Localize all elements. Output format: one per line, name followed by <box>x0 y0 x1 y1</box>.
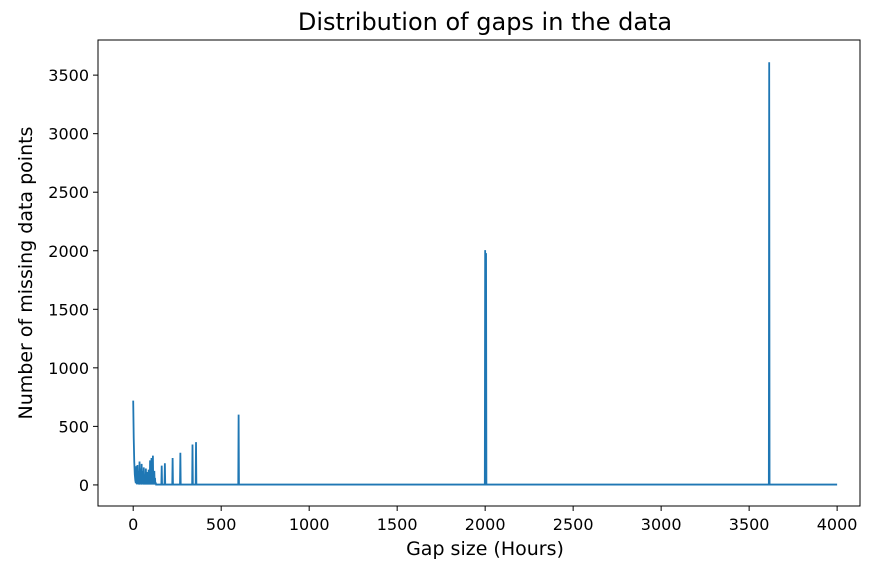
x-axis-label: Gap size (Hours) <box>406 538 564 560</box>
x-tick-label: 4000 <box>817 515 858 534</box>
y-tick-label: 2500 <box>48 183 89 202</box>
x-tick-label: 0 <box>128 515 138 534</box>
plot-area <box>97 39 861 507</box>
x-axis-ticks: 0 500 1000 1500 2000 2500 3000 3500 4000 <box>128 506 857 534</box>
y-tick-label: 1000 <box>48 359 89 378</box>
x-tick-label: 3000 <box>641 515 682 534</box>
y-axis-label: Number of missing data points <box>15 127 37 420</box>
x-tick-label: 2500 <box>553 515 594 534</box>
chart-title: Distribution of gaps in the data <box>298 8 672 36</box>
series-line-0 <box>132 62 838 486</box>
y-tick-label: 3500 <box>48 66 89 85</box>
x-tick-label: 500 <box>206 515 237 534</box>
plot-clip-group <box>132 62 838 486</box>
x-tick-label: 1500 <box>377 515 418 534</box>
x-tick-label: 2000 <box>465 515 506 534</box>
y-tick-label: 0 <box>79 476 89 495</box>
y-tick-label: 500 <box>58 417 89 436</box>
y-tick-label: 2000 <box>48 242 89 261</box>
y-axis-ticks: 0 500 1000 1500 2000 2500 3000 3500 <box>48 66 98 495</box>
y-tick-label: 3000 <box>48 125 89 144</box>
x-tick-label: 1000 <box>289 515 330 534</box>
x-tick-label: 3500 <box>729 515 770 534</box>
y-tick-label: 1500 <box>48 300 89 319</box>
